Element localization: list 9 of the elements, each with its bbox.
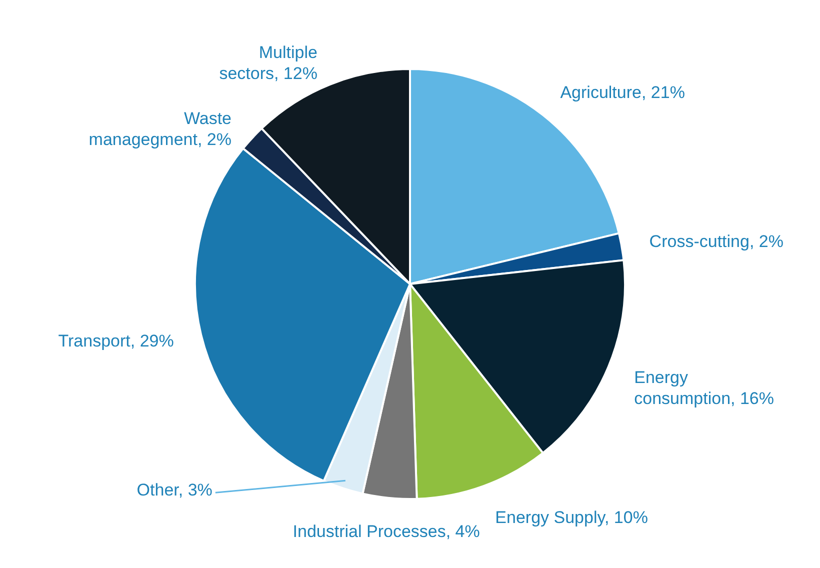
slice-label: Energy Supply, 10% xyxy=(495,508,648,527)
slice-label: Energy consumption, 16% xyxy=(634,368,774,408)
slice-label: Other, 3% xyxy=(136,480,212,500)
slice-label: Waste managegment, 2% xyxy=(88,109,232,150)
slice-label: Agriculture, 21% xyxy=(560,82,685,102)
slice-label: Transport, 29% xyxy=(58,331,174,350)
slice-label: Industrial Processes, 4% xyxy=(292,522,480,541)
slice-label: Cross-cutting, 2% xyxy=(649,232,784,251)
slice-label: Multiple sectors, 12% xyxy=(219,42,318,83)
